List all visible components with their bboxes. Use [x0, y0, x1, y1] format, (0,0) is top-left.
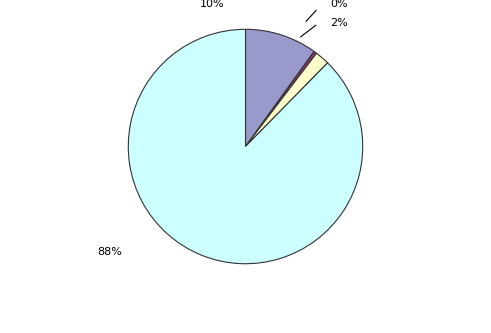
Wedge shape — [246, 29, 314, 147]
Text: 88%: 88% — [98, 247, 122, 257]
Wedge shape — [246, 53, 327, 147]
Text: 0%: 0% — [330, 0, 348, 9]
Text: 10%: 10% — [200, 0, 224, 9]
Wedge shape — [246, 52, 317, 147]
Text: 2%: 2% — [330, 18, 348, 28]
Wedge shape — [128, 29, 363, 264]
